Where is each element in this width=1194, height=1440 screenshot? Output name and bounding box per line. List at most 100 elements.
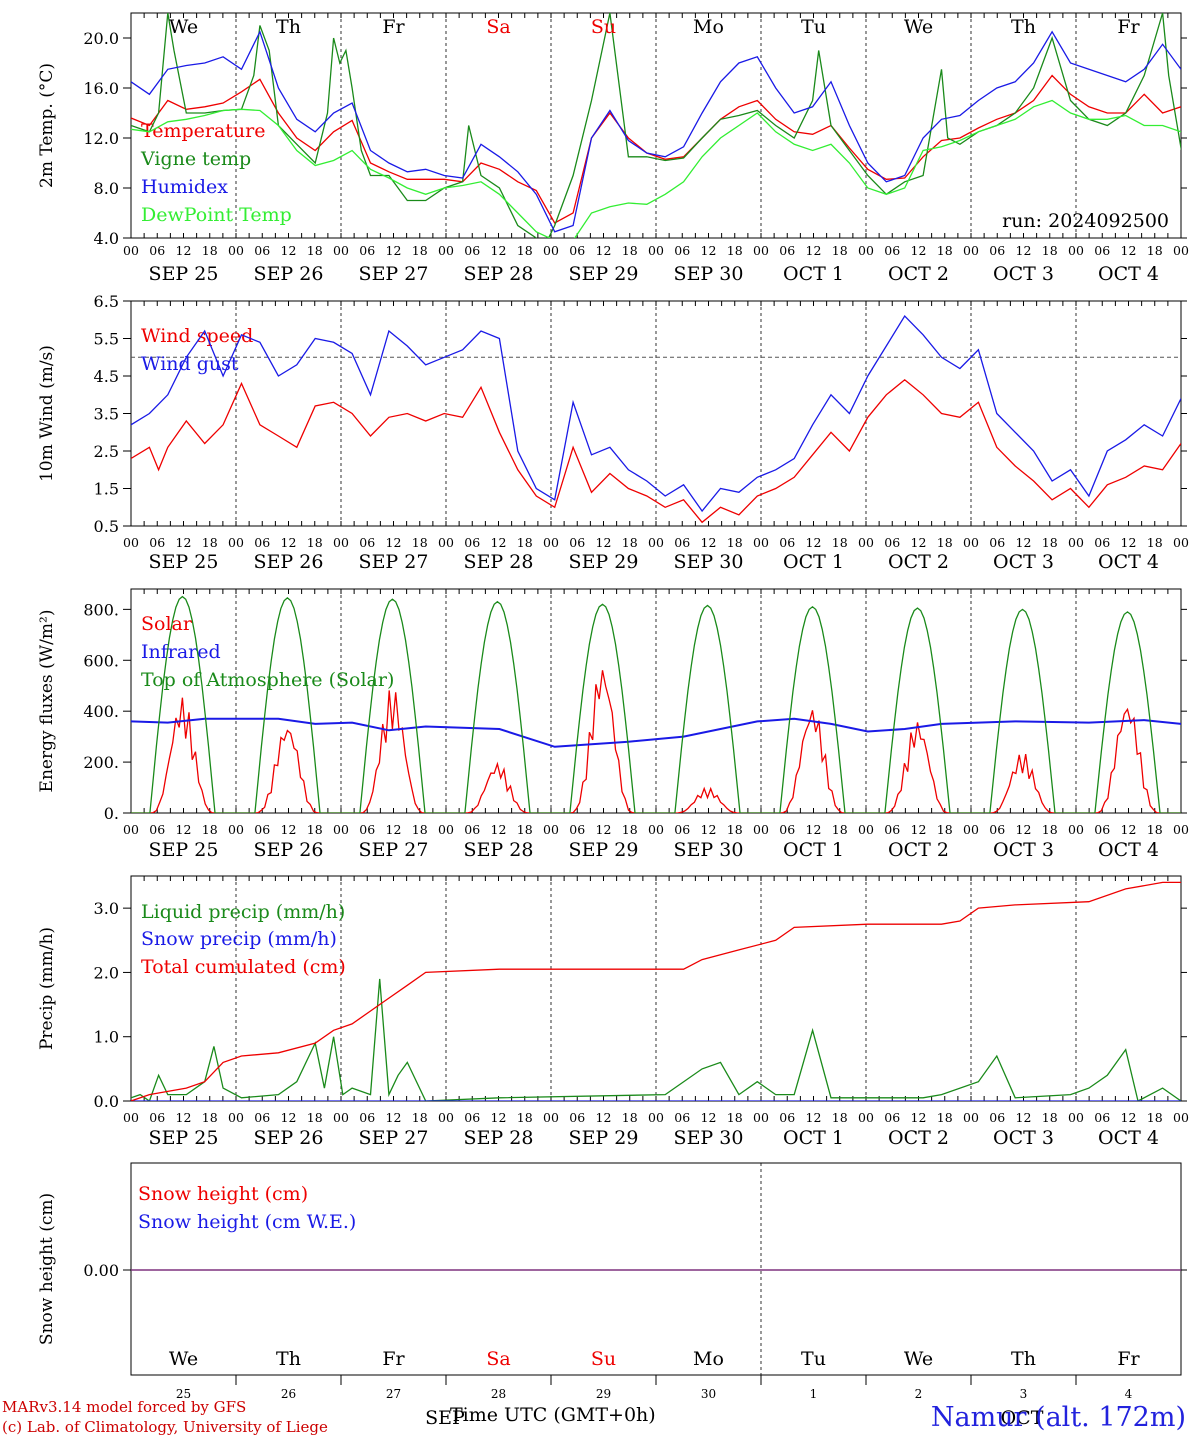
hour-tick-label: 18 <box>202 1110 218 1125</box>
hour-tick-label: 18 <box>727 243 743 258</box>
hour-tick-label: 12 <box>1016 243 1032 258</box>
weekday-label-top: Sa <box>486 16 510 38</box>
hour-tick-label: 12 <box>1121 822 1137 837</box>
hour-tick-label: 00 <box>753 243 769 258</box>
hour-tick-label: 06 <box>779 822 795 837</box>
y-tick-label: 400. <box>83 702 119 721</box>
day-number-label: 1 <box>810 1387 818 1401</box>
hour-tick-label: 00 <box>963 1110 979 1125</box>
y-tick-label: 6.5 <box>94 292 119 311</box>
hour-tick-label: 06 <box>149 1110 165 1125</box>
hour-tick-label: 06 <box>674 243 690 258</box>
date-label: OCT 1 <box>783 1127 844 1149</box>
y-tick-label: 5.5 <box>94 330 119 349</box>
date-label: OCT 2 <box>888 1127 949 1149</box>
hour-tick-label: 12 <box>386 1110 402 1125</box>
hour-tick-label: 18 <box>412 1110 428 1125</box>
series-top-of-atmosphere-solar- <box>131 595 1181 813</box>
series-liquid-precip-mm-h- <box>131 978 1181 1101</box>
y-axis-label: Energy fluxes (W/m²) <box>37 610 57 793</box>
y-axis-label: 10m Wind (m/s) <box>37 345 57 482</box>
weekday-label-top: Mo <box>693 16 724 38</box>
series-wind-speed <box>131 378 1181 524</box>
date-label: SEP 28 <box>464 1127 534 1149</box>
date-label: SEP 30 <box>674 839 744 861</box>
hour-tick-label: 00 <box>753 822 769 837</box>
series-line <box>131 881 1181 1101</box>
day-number-label: 25 <box>176 1387 191 1401</box>
hour-tick-label: 06 <box>779 243 795 258</box>
hour-tick-label: 18 <box>307 1110 323 1125</box>
hour-tick-label: 00 <box>963 243 979 258</box>
hour-tick-label: 12 <box>281 822 297 837</box>
legend-entry: Liquid precip (mm/h) <box>141 901 345 923</box>
hour-tick-label: 18 <box>622 535 638 550</box>
hour-tick-label: 00 <box>228 535 244 550</box>
hour-tick-label: 18 <box>937 243 953 258</box>
hour-tick-label: 00 <box>333 1110 349 1125</box>
hour-tick-label: 18 <box>517 1110 533 1125</box>
hour-tick-label: 18 <box>517 822 533 837</box>
weekday-label-bottom: Su <box>591 1348 616 1370</box>
day-number-label: 26 <box>281 1387 296 1401</box>
hour-tick-label: 06 <box>989 535 1005 550</box>
weekday-label-top: We <box>904 16 933 38</box>
hour-tick-label: 18 <box>1042 822 1058 837</box>
series-line <box>131 30 1181 233</box>
date-label: OCT 4 <box>1098 1127 1159 1149</box>
hour-tick-label: 00 <box>963 535 979 550</box>
hour-tick-label: 12 <box>701 1110 717 1125</box>
hour-tick-label: 06 <box>1094 535 1110 550</box>
hour-tick-label: 18 <box>202 243 218 258</box>
hour-tick-label: 12 <box>701 535 717 550</box>
x-axis-title: Time UTC (GMT+0h) <box>450 1404 656 1426</box>
date-label: OCT 1 <box>783 551 844 573</box>
hour-tick-label: 00 <box>438 535 454 550</box>
hour-tick-label: 00 <box>543 1110 559 1125</box>
hour-tick-label: 12 <box>1121 535 1137 550</box>
weekday-label-bottom: Th <box>276 1348 301 1370</box>
panel-frame <box>130 300 1182 527</box>
y-tick-label: 3.5 <box>94 405 119 424</box>
hour-tick-label: 18 <box>1147 243 1163 258</box>
hour-tick-label: 12 <box>491 822 507 837</box>
hour-tick-label: 18 <box>727 822 743 837</box>
hour-tick-label: 00 <box>123 243 139 258</box>
hour-tick-label: 18 <box>832 535 848 550</box>
hour-tick-label: 12 <box>596 1110 612 1125</box>
date-label: OCT 3 <box>993 263 1054 285</box>
hour-tick-label: 12 <box>491 1110 507 1125</box>
hour-tick-label: 00 <box>648 243 664 258</box>
hour-tick-label: 06 <box>359 243 375 258</box>
hour-tick-label: 06 <box>149 535 165 550</box>
series-line <box>131 978 1181 1101</box>
day-number-label: 30 <box>701 1387 716 1401</box>
hour-tick-label: 18 <box>412 535 428 550</box>
month-label-sep: SEP <box>425 1407 465 1429</box>
series-solar <box>131 670 1181 813</box>
date-label: OCT 1 <box>783 839 844 861</box>
hour-tick-label: 12 <box>1121 243 1137 258</box>
hour-tick-label: 18 <box>937 535 953 550</box>
date-label: SEP 26 <box>254 551 324 573</box>
hour-tick-label: 06 <box>569 822 585 837</box>
hour-tick-label: 06 <box>1094 1110 1110 1125</box>
hour-tick-label: 00 <box>228 1110 244 1125</box>
date-label: OCT 1 <box>783 263 844 285</box>
hour-tick-label: 00 <box>1068 535 1084 550</box>
series-dewpoint-temp <box>131 99 1181 238</box>
hour-tick-label: 12 <box>281 1110 297 1125</box>
hour-tick-label: 00 <box>543 822 559 837</box>
hour-tick-label: 12 <box>176 243 192 258</box>
y-axis-label: Precip (mm/h) <box>37 927 57 1050</box>
hour-tick-label: 12 <box>176 1110 192 1125</box>
hour-tick-label: 06 <box>464 243 480 258</box>
hour-tick-label: 00 <box>228 822 244 837</box>
hour-tick-label: 06 <box>569 243 585 258</box>
y-tick-label: 600. <box>83 651 119 670</box>
hour-tick-label: 18 <box>937 822 953 837</box>
hour-tick-label: 06 <box>464 535 480 550</box>
hour-tick-label: 12 <box>806 535 822 550</box>
credit-line-2: (c) Lab. of Climatology, University of L… <box>2 1418 328 1436</box>
